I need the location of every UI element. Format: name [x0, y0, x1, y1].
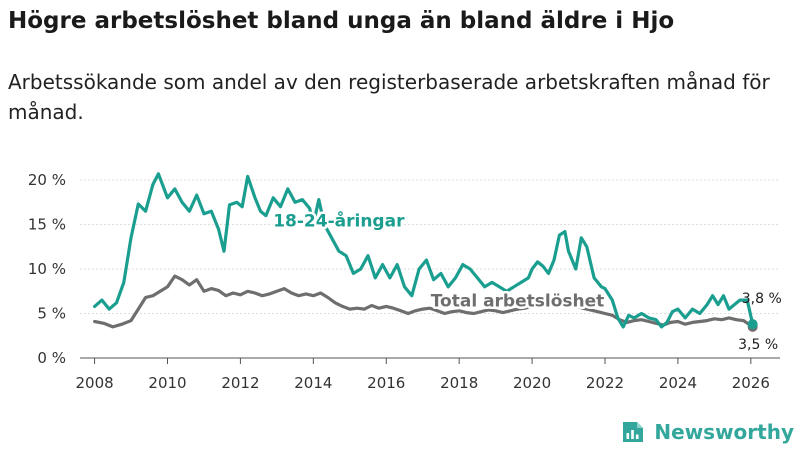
brand-name: Newsworthy — [654, 420, 794, 444]
x-tick-label: 2010 — [148, 374, 186, 392]
chart-title: Högre arbetslöshet bland unga än bland ä… — [8, 8, 675, 34]
x-tick-label: 2014 — [294, 374, 332, 392]
x-tick-label: 2008 — [75, 374, 113, 392]
brand: Newsworthy — [620, 419, 794, 445]
series-labels: 18-24-åringar Total arbetslöshet 3,8 % 3,5 … — [271, 207, 782, 353]
x-tick-label: 2020 — [513, 374, 551, 392]
y-tick-label: 5 % — [37, 305, 66, 323]
x-tick-label: 2016 — [367, 374, 405, 392]
x-axis: 2008 2010 2012 2014 2016 2018 2020 2022 2024 2026 — [75, 358, 770, 392]
series-label-total: Total arbetslöshet — [431, 291, 605, 311]
y-tick-label: 20 % — [28, 171, 66, 189]
x-tick-label: 2022 — [586, 374, 624, 392]
newsworthy-logo-icon — [623, 422, 644, 442]
x-tick-label: 2018 — [440, 374, 478, 392]
series-line-youth — [93, 172, 755, 329]
y-tick-label: 15 % — [28, 216, 66, 234]
end-value-label-total: 3,5 % — [738, 337, 778, 353]
end-point-youth — [747, 319, 758, 330]
x-tick-label: 2026 — [732, 374, 770, 392]
y-tick-label: 10 % — [28, 260, 66, 278]
series-line-total — [93, 274, 755, 329]
end-value-label-youth: 3,8 % — [742, 291, 782, 307]
x-tick-label: 2024 — [659, 374, 697, 392]
series-label-youth: 18-24-åringar — [273, 209, 405, 231]
y-axis-ticks: 0 % 5 % 10 % 15 % 20 % — [28, 171, 66, 367]
x-tick-label: 2012 — [221, 374, 259, 392]
chart-subtitle: Arbetssökande som andel av den registerb… — [8, 70, 770, 124]
series-lines — [93, 172, 758, 332]
y-tick-label: 0 % — [37, 349, 66, 367]
